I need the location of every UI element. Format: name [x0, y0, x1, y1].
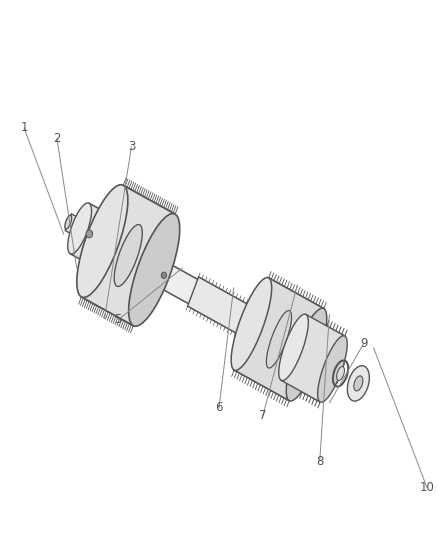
Polygon shape	[81, 185, 175, 326]
Ellipse shape	[279, 314, 308, 381]
Ellipse shape	[161, 272, 166, 279]
Ellipse shape	[347, 366, 369, 401]
Ellipse shape	[86, 230, 92, 238]
Ellipse shape	[318, 336, 347, 402]
Polygon shape	[137, 251, 204, 307]
Polygon shape	[70, 203, 110, 265]
Ellipse shape	[354, 376, 363, 391]
Ellipse shape	[148, 256, 160, 284]
Text: 8: 8	[316, 455, 323, 467]
Polygon shape	[187, 277, 263, 342]
Ellipse shape	[286, 308, 327, 401]
Ellipse shape	[114, 224, 142, 287]
Text: 9: 9	[360, 337, 367, 350]
Ellipse shape	[129, 214, 180, 326]
Ellipse shape	[231, 278, 272, 370]
Ellipse shape	[266, 311, 292, 368]
Polygon shape	[281, 314, 345, 402]
Ellipse shape	[89, 215, 113, 266]
Text: 1: 1	[20, 122, 28, 134]
Text: 6: 6	[215, 401, 223, 414]
Ellipse shape	[77, 185, 128, 297]
Polygon shape	[247, 313, 298, 359]
Polygon shape	[290, 338, 344, 383]
Ellipse shape	[65, 215, 72, 229]
Text: 7: 7	[259, 409, 267, 422]
Text: 5: 5	[115, 313, 122, 326]
Text: 10: 10	[420, 481, 434, 494]
Ellipse shape	[337, 367, 344, 381]
Polygon shape	[65, 214, 254, 332]
Ellipse shape	[68, 203, 92, 254]
Text: 2: 2	[53, 132, 61, 145]
Polygon shape	[234, 278, 324, 401]
Text: 3: 3	[128, 140, 135, 153]
